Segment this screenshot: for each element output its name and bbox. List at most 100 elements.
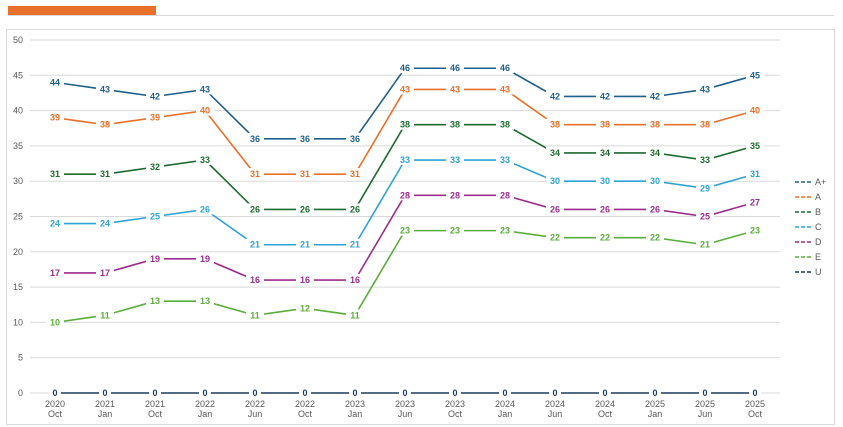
data-label: 0 — [652, 388, 657, 398]
x-tick-month: Oct — [748, 409, 763, 419]
data-label-bg — [496, 224, 514, 236]
data-label-bg — [646, 175, 664, 187]
data-label: 45 — [750, 70, 760, 80]
data-label: 39 — [150, 113, 160, 123]
data-label-bg — [696, 118, 714, 130]
data-label: 34 — [600, 148, 610, 158]
data-label: 0 — [202, 388, 207, 398]
data-label: 28 — [400, 190, 410, 200]
legend-label: B — [815, 207, 821, 217]
data-label-bg — [296, 203, 314, 215]
data-label: 11 — [350, 310, 360, 320]
data-label: 25 — [700, 212, 710, 222]
legend-label: U — [815, 267, 822, 277]
data-label: 0 — [402, 388, 407, 398]
data-label: 30 — [650, 176, 660, 186]
data-label: 30 — [550, 176, 560, 186]
data-label-bg — [446, 62, 464, 74]
data-label: 12 — [300, 303, 310, 313]
data-label: 0 — [502, 388, 507, 398]
data-label-bg — [696, 238, 714, 250]
data-label: 16 — [250, 275, 260, 285]
data-label: 31 — [350, 169, 360, 179]
data-label: 38 — [400, 120, 410, 130]
data-label: 43 — [200, 84, 210, 94]
data-label-bg — [749, 387, 761, 398]
data-label: 31 — [250, 169, 260, 179]
data-label-bg — [246, 274, 264, 286]
data-label-bg — [646, 146, 664, 158]
y-tick-label: 0 — [18, 388, 23, 398]
data-label-bg — [696, 210, 714, 222]
data-label: 0 — [752, 388, 757, 398]
x-tick-year: 2024 — [595, 399, 615, 409]
x-tick-month: Jan — [498, 409, 513, 419]
data-label-bg — [746, 168, 764, 180]
data-label-bg — [149, 387, 161, 398]
x-tick-year: 2023 — [395, 399, 415, 409]
data-label: 19 — [150, 254, 160, 264]
data-label: 36 — [300, 134, 310, 144]
x-tick-month: Jun — [398, 409, 413, 419]
data-label-bg — [246, 132, 264, 144]
data-label-bg — [146, 111, 164, 123]
data-label-bg — [549, 387, 561, 398]
data-label-bg — [649, 387, 661, 398]
data-label-bg — [546, 118, 564, 130]
data-label-bg — [596, 231, 614, 243]
x-tick-year: 2024 — [545, 399, 565, 409]
data-label-bg — [396, 154, 414, 166]
y-axis: 0 5 10 15 20 25 30 35 40 45 50 — [13, 35, 23, 398]
data-label: 25 — [150, 212, 160, 222]
x-tick-month: Jun — [248, 409, 263, 419]
data-label-bg — [196, 203, 214, 215]
x-tick-year: 2022 — [195, 399, 215, 409]
data-label: 16 — [300, 275, 310, 285]
y-tick-label: 10 — [13, 317, 23, 327]
data-label-bg — [296, 274, 314, 286]
data-label-bg — [46, 217, 64, 229]
data-label-bg — [496, 189, 514, 201]
data-label-bg — [96, 309, 114, 321]
data-label: 38 — [550, 120, 560, 130]
data-label-bg — [546, 90, 564, 102]
data-label-bg — [546, 146, 564, 158]
data-label: 11 — [250, 310, 260, 320]
data-label: 0 — [602, 388, 607, 398]
data-label-bg — [296, 238, 314, 250]
legend-label: A+ — [815, 177, 826, 187]
data-label-bg — [96, 217, 114, 229]
data-label: 30 — [600, 176, 610, 186]
data-label: 34 — [550, 148, 560, 158]
data-label: 42 — [150, 91, 160, 101]
x-tick-month: Oct — [148, 409, 163, 419]
x-tick-month: Jun — [548, 409, 563, 419]
data-label: 22 — [600, 233, 610, 243]
data-label: 36 — [250, 134, 260, 144]
data-label: 43 — [100, 84, 110, 94]
data-label: 0 — [252, 388, 257, 398]
x-tick-year: 2025 — [745, 399, 765, 409]
data-label-bg — [196, 154, 214, 166]
data-label: 26 — [650, 204, 660, 214]
data-label-bg — [46, 266, 64, 278]
data-label-bg — [146, 161, 164, 173]
data-label: 46 — [500, 63, 510, 73]
data-label-bg — [196, 83, 214, 95]
data-label-bg — [496, 62, 514, 74]
data-label: 23 — [400, 226, 410, 236]
data-label-bg — [449, 387, 461, 398]
data-label-bg — [96, 83, 114, 95]
x-tick-month: Oct — [598, 409, 613, 419]
data-label-bg — [596, 146, 614, 158]
data-label: 29 — [700, 183, 710, 193]
data-label-bg — [596, 175, 614, 187]
x-tick-year: 2023 — [345, 399, 365, 409]
data-label-bg — [346, 309, 364, 321]
data-label-bg — [46, 168, 64, 180]
data-label-bg — [746, 196, 764, 208]
data-label: 0 — [552, 388, 557, 398]
x-tick-year: 2022 — [245, 399, 265, 409]
x-tick-month: Jun — [698, 409, 713, 419]
